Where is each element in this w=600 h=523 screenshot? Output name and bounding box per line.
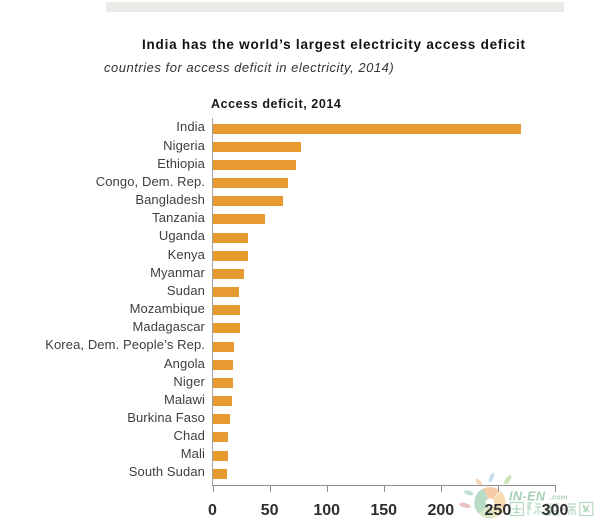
svg-text:.com: .com (550, 493, 568, 502)
svg-text:IN-EN: IN-EN (509, 490, 546, 504)
